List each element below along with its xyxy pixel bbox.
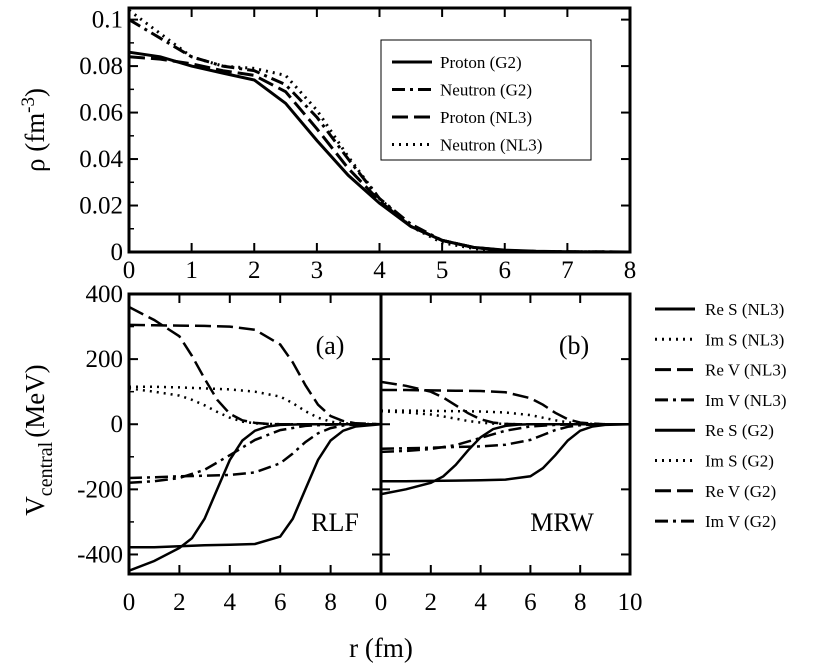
- density-y-axis-title: ρ (fm-3): [18, 88, 50, 172]
- density-y-tick-label: 0.08: [79, 53, 123, 80]
- x-axis-title: r (fm): [349, 633, 413, 663]
- panel-b-line-re-v-g2: [381, 380, 630, 426]
- density-x-tick-label: 4: [373, 257, 386, 284]
- panel-b-line-im-s-nl3: [381, 409, 630, 426]
- panel-b-line-re-s-nl3: [381, 422, 630, 483]
- density-legend: Proton (G2) Neutron (G2) Proton (NL3) Neutr…: [380, 39, 592, 161]
- density-legend-label-neutron-nl3: Neutron (NL3): [440, 136, 542, 155]
- potential-y-tick-label: -400: [77, 541, 123, 568]
- potential-curves: [129, 305, 630, 572]
- panel-a-line-re-s-g2: [129, 422, 381, 572]
- density-x-tick-label: 8: [624, 257, 637, 284]
- potential-y-axis-title: Vcentral(MeV): [20, 364, 57, 515]
- density-y-tick-label: 0.02: [79, 193, 123, 220]
- panel-b-x-tick-label: 6: [524, 589, 537, 616]
- potential-y-tick-label: 200: [86, 346, 124, 373]
- density-legend-box: [380, 39, 592, 161]
- density-x-tick-label: 2: [248, 257, 261, 284]
- panel-a-line-im-v-g2: [129, 422, 381, 485]
- potential-y-tick-label: 0: [111, 411, 124, 438]
- density-legend-entries: Proton (G2) Neutron (G2) Proton (NL3) Neutr…: [392, 53, 542, 155]
- potential-legend-label-im-v-nl3: Im V (NL3): [705, 391, 787, 410]
- density-y-tick-label: 0.06: [79, 100, 123, 127]
- panel-a-x-tick-label: 4: [224, 589, 237, 616]
- potential-legend: Re S (NL3) Im S (NL3) Re V (NL3) Im V (NL3)…: [655, 300, 787, 531]
- panel-a-curves: [129, 305, 381, 572]
- panel-b-x-tick-label: 4: [474, 589, 487, 616]
- potential-ticks: 0 2 4 6 8 0 2 4 6 8 10 -400 -200 0 200 400: [77, 281, 642, 616]
- panel-b-x-tick-label: 8: [574, 589, 587, 616]
- panel-a-x-tick-label: 2: [173, 589, 186, 616]
- panel-label-a: (a): [316, 331, 345, 360]
- potential-y-tick-label: 400: [86, 281, 124, 308]
- panel-b-line-im-v-g2: [381, 422, 630, 454]
- density-legend-label-neutron-g2: Neutron (G2): [440, 81, 532, 100]
- density-legend-label-proton-nl3: Proton (NL3): [440, 108, 532, 127]
- annotation-rlf: RLF: [311, 508, 359, 537]
- panel-a-line-re-v-nl3: [129, 323, 381, 426]
- panel-a-x-tick-label: 8: [324, 589, 337, 616]
- panel-b-line-re-v-nl3: [381, 388, 630, 426]
- density-y-tick-label: 0.04: [79, 146, 123, 173]
- panel-label-b: (b): [559, 331, 589, 360]
- density-x-tick-label: 0: [123, 257, 136, 284]
- potential-legend-label-re-s-nl3: Re S (NL3): [705, 300, 784, 319]
- potential-legend-label-im-s-nl3: Im S (NL3): [705, 330, 784, 349]
- density-x-tick-label: 3: [311, 257, 324, 284]
- panel-b-x-tick-label: 10: [618, 589, 643, 616]
- panel-b-line-im-s-g2: [381, 409, 630, 426]
- potential-legend-label-re-v-g2: Re V (G2): [705, 482, 776, 501]
- panel-a-line-re-v-g2: [129, 305, 381, 426]
- density-ticks: 0 1 2 3 4 5 6 7 8 0 0.02 0.04 0.06 0.08 0.1: [79, 7, 636, 284]
- density-plot-frame: [127, 6, 632, 254]
- panel-a-x-tick-label: 6: [274, 589, 287, 616]
- density-y-tick-label: 0.1: [92, 7, 123, 34]
- potential-legend-label-im-s-g2: Im S (G2): [705, 452, 774, 471]
- density-x-tick-label: 7: [561, 257, 574, 284]
- potential-legend-label-re-v-nl3: Re V (NL3): [705, 361, 787, 380]
- density-x-tick-label: 1: [185, 257, 198, 284]
- panel-b-x-tick-label: 2: [425, 589, 438, 616]
- panel-a-x-tick-label: 0: [123, 589, 136, 616]
- panel-b-line-im-v-nl3: [381, 422, 630, 450]
- potential-legend-label-im-v-g2: Im V (G2): [705, 512, 776, 531]
- potential-y-tick-label: -200: [77, 476, 123, 503]
- density-x-tick-label: 6: [499, 257, 512, 284]
- density-x-tick-label: 5: [436, 257, 449, 284]
- panel-a-line-im-s-nl3: [129, 385, 381, 426]
- panel-b-curves: [381, 380, 630, 496]
- potential-legend-label-re-s-g2: Re S (G2): [705, 421, 774, 440]
- panel-b-line-re-s-g2: [381, 422, 630, 496]
- annotation-mrw: MRW: [530, 508, 594, 537]
- density-panel: 0 1 2 3 4 5 6 7 8 0 0.02 0.04 0.06 0.08 0.1 ρ (fm-3) P…: [18, 6, 636, 284]
- panel-a-line-im-s-g2: [129, 387, 381, 426]
- density-y-tick-label: 0: [111, 239, 124, 266]
- panel-b-x-tick-label: 0: [375, 589, 388, 616]
- density-legend-label-proton-g2: Proton (G2): [440, 53, 522, 72]
